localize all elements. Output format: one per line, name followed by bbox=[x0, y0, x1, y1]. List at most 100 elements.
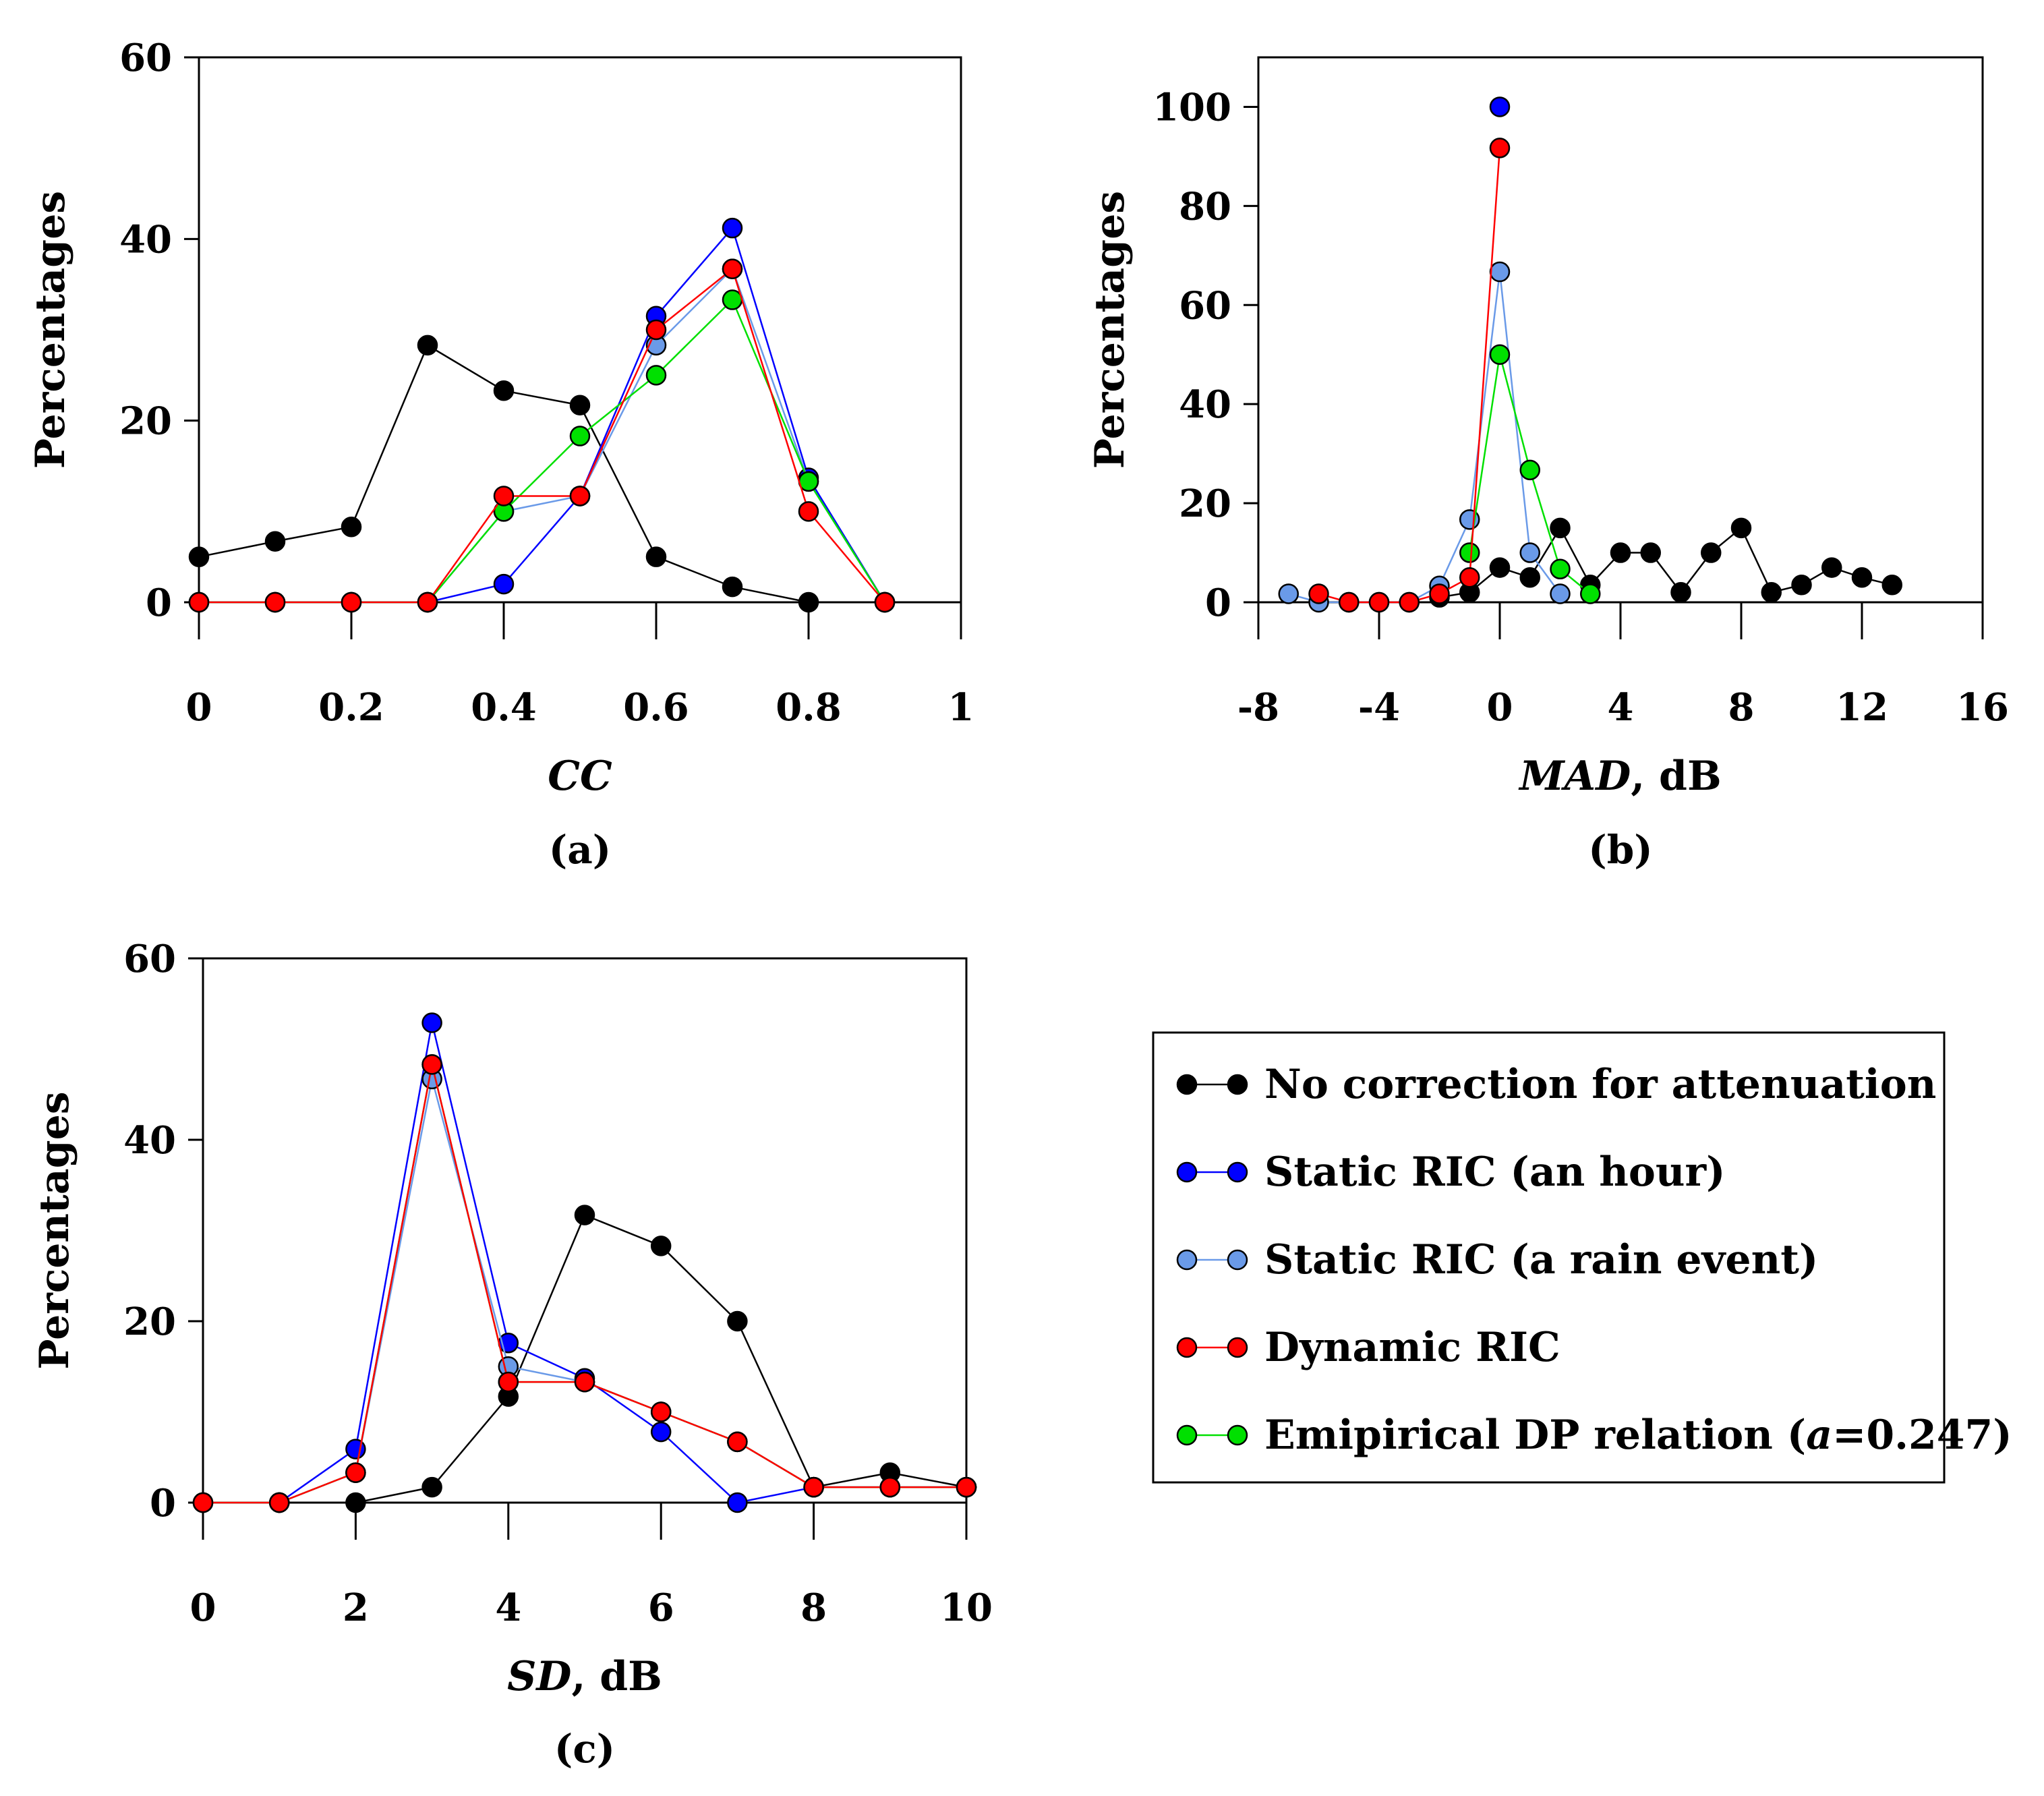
x-tick-label: 0.8 bbox=[776, 685, 841, 730]
data-point bbox=[498, 1371, 519, 1393]
data-point bbox=[1550, 583, 1571, 604]
legend-item-static-hour: Static RIC (an hour) bbox=[1176, 1149, 1725, 1196]
data-point bbox=[1730, 517, 1752, 539]
data-point bbox=[722, 289, 743, 310]
y-tick-label: 20 bbox=[1179, 482, 1231, 526]
y-axis-label: Percentages bbox=[1086, 191, 1134, 469]
data-point bbox=[803, 1476, 824, 1498]
data-point bbox=[569, 486, 591, 506]
series-line bbox=[199, 267, 886, 604]
data-point bbox=[264, 531, 286, 552]
legend-label: Static RIC (a rain event) bbox=[1264, 1236, 1818, 1283]
legend-marker bbox=[1227, 1074, 1248, 1095]
x-tick-label: 8 bbox=[1728, 685, 1755, 730]
legend-item-empirical: Emipirical DP relation (a=0.247) bbox=[1176, 1412, 2012, 1459]
legend-marker bbox=[1176, 1424, 1198, 1446]
y-tick-label: 0 bbox=[150, 1481, 176, 1526]
legend-box bbox=[1152, 1031, 1946, 1484]
panel-b: 0 20 40 60 80 100 -8 -4 0 4 8 12 16 MAD, dB Percentage… bbox=[1086, 56, 2009, 873]
data-point bbox=[574, 1371, 595, 1393]
legend-item-no-correction: No correction for attenuation bbox=[1176, 1061, 1936, 1108]
legend-label: No correction for attenuation bbox=[1264, 1061, 1936, 1108]
panel-c: 0 20 40 60 0 2 4 6 8 10 SD, dB Percentages (c) bbox=[31, 937, 993, 1772]
x-tick-label: 4 bbox=[1608, 685, 1634, 730]
legend-item-static-event: Static RIC (a rain event) bbox=[1176, 1236, 1818, 1283]
data-point bbox=[417, 591, 438, 613]
legend-label-suffix: =0.247) bbox=[1832, 1412, 2012, 1459]
data-point bbox=[1519, 459, 1540, 481]
series-line bbox=[199, 267, 885, 604]
data-point bbox=[1278, 583, 1299, 604]
series-line bbox=[203, 1078, 966, 1504]
series-dynamic bbox=[1308, 138, 1511, 613]
legend-marker bbox=[1227, 1337, 1248, 1358]
data-point bbox=[1550, 517, 1571, 539]
x-tick-label: -4 bbox=[1358, 685, 1400, 730]
x-axis-label: SD, dB bbox=[507, 1653, 662, 1700]
series-empirical bbox=[1459, 344, 1601, 604]
series-line bbox=[198, 344, 885, 604]
data-point bbox=[1489, 96, 1511, 117]
series-line bbox=[203, 1064, 966, 1504]
data-point bbox=[574, 1205, 595, 1225]
series-line bbox=[1288, 271, 1561, 604]
data-point bbox=[192, 1492, 214, 1513]
x-tick-label: 10 bbox=[940, 1586, 993, 1630]
data-point bbox=[1429, 583, 1450, 604]
legend-marker bbox=[1227, 1249, 1248, 1271]
data-point bbox=[645, 546, 667, 567]
x-axis-label: MAD, dB bbox=[1518, 753, 1721, 800]
data-point bbox=[1580, 583, 1601, 604]
series-no-correction bbox=[192, 1205, 977, 1513]
series-line bbox=[203, 1214, 967, 1504]
x-tick-label: 8 bbox=[800, 1586, 827, 1630]
legend-marker bbox=[1176, 1161, 1198, 1183]
x-tick-label: 4 bbox=[495, 1586, 521, 1630]
y-tick-label: 60 bbox=[119, 36, 172, 80]
series-static-hour bbox=[1489, 96, 1511, 117]
x-tick-label: 1 bbox=[948, 685, 974, 730]
x-tick-label: 6 bbox=[648, 1586, 674, 1630]
y-tick-label: 40 bbox=[1179, 382, 1231, 427]
data-point bbox=[421, 1012, 442, 1033]
data-point bbox=[264, 591, 286, 613]
y-tick-label: 40 bbox=[119, 217, 172, 262]
data-point bbox=[1519, 542, 1540, 563]
y-tick-label: 100 bbox=[1152, 85, 1231, 129]
series-no-correction bbox=[188, 335, 896, 613]
series-empirical bbox=[188, 289, 896, 613]
data-point bbox=[727, 1492, 748, 1513]
series-static-event bbox=[192, 1068, 977, 1513]
data-point bbox=[1339, 591, 1360, 613]
x-tick-label: 0 bbox=[186, 685, 212, 730]
y-tick-label: 20 bbox=[119, 399, 172, 444]
x-tick-label: 2 bbox=[343, 1586, 369, 1630]
data-point bbox=[956, 1476, 977, 1498]
data-point bbox=[1701, 542, 1722, 563]
x-axis-label: CC bbox=[548, 753, 612, 800]
y-tick-label: 0 bbox=[146, 581, 172, 625]
data-point bbox=[421, 1054, 442, 1075]
legend-item-dynamic: Dynamic RIC bbox=[1176, 1324, 1560, 1371]
x-tick-label: 12 bbox=[1836, 685, 1888, 730]
data-point bbox=[1550, 558, 1571, 580]
data-point bbox=[188, 591, 210, 613]
data-point bbox=[188, 546, 210, 567]
series-line bbox=[199, 226, 886, 604]
series-static-event bbox=[1278, 261, 1571, 613]
legend-label-italic: a bbox=[1806, 1412, 1832, 1459]
legend-label: Static RIC (an hour) bbox=[1264, 1149, 1725, 1196]
legend-marker bbox=[1227, 1161, 1248, 1183]
legend: No correction for attenuation Static RIC … bbox=[1152, 1031, 2012, 1484]
legend-marker bbox=[1176, 1074, 1198, 1095]
panel-label: (c) bbox=[554, 1726, 615, 1772]
data-point bbox=[1821, 557, 1842, 578]
data-point bbox=[1640, 542, 1661, 563]
data-point bbox=[1610, 542, 1631, 563]
data-point bbox=[1489, 557, 1511, 578]
data-point bbox=[493, 486, 515, 506]
data-point bbox=[345, 1462, 366, 1483]
x-axis-label-italic: SD bbox=[507, 1653, 571, 1700]
data-point bbox=[1459, 542, 1480, 563]
